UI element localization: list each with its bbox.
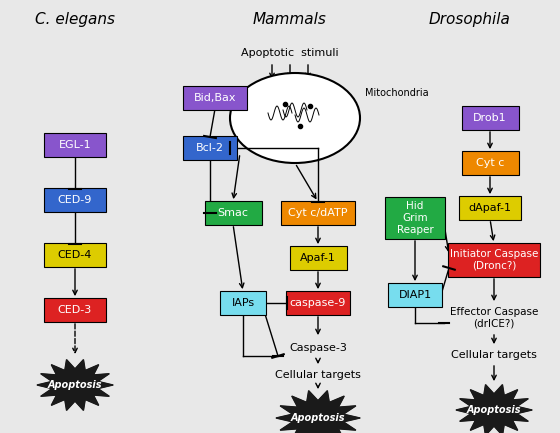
Text: Cyt c/dATP: Cyt c/dATP [288,208,348,218]
FancyBboxPatch shape [44,243,106,267]
FancyBboxPatch shape [183,86,247,110]
Text: Cellular targets: Cellular targets [451,350,537,360]
Text: EGL-1: EGL-1 [59,140,91,150]
Ellipse shape [230,73,360,163]
Text: Effector Caspase
(drICE?): Effector Caspase (drICE?) [450,307,538,329]
Text: Cyt c: Cyt c [476,158,504,168]
Text: Apaf-1: Apaf-1 [300,253,336,263]
Polygon shape [37,360,113,410]
Text: Hid
Grim
Reaper: Hid Grim Reaper [396,201,433,235]
FancyBboxPatch shape [385,197,445,239]
Text: Apoptosis: Apoptosis [466,405,521,415]
Text: Initiator Caspase
(Dronc?): Initiator Caspase (Dronc?) [450,249,538,271]
FancyBboxPatch shape [459,196,521,220]
Text: caspase-9: caspase-9 [290,298,346,308]
Text: Caspase-3: Caspase-3 [289,343,347,353]
FancyBboxPatch shape [183,136,237,160]
FancyBboxPatch shape [204,201,262,225]
FancyBboxPatch shape [290,246,347,270]
Text: DIAP1: DIAP1 [398,290,432,300]
Text: Mitochondria: Mitochondria [365,88,428,98]
Text: Apoptosis: Apoptosis [48,380,102,390]
Text: Smac: Smac [217,208,249,218]
Text: dApaf-1: dApaf-1 [469,203,511,213]
Text: IAPs: IAPs [231,298,255,308]
FancyBboxPatch shape [448,243,540,277]
Polygon shape [276,391,360,433]
Text: Apoptotic  stimuli: Apoptotic stimuli [241,48,339,58]
Text: CED-3: CED-3 [58,305,92,315]
FancyBboxPatch shape [220,291,266,315]
Text: Drob1: Drob1 [473,113,507,123]
Text: Drosophila: Drosophila [429,12,511,27]
Text: Apoptosis: Apoptosis [291,413,346,423]
Text: Mammals: Mammals [253,12,327,27]
Text: Bid,Bax: Bid,Bax [194,93,236,103]
Polygon shape [456,385,532,433]
Text: Bcl-2: Bcl-2 [196,143,224,153]
FancyBboxPatch shape [388,283,442,307]
FancyBboxPatch shape [44,188,106,212]
FancyBboxPatch shape [461,151,519,175]
Text: Cellular targets: Cellular targets [275,370,361,380]
Text: CED-9: CED-9 [58,195,92,205]
FancyBboxPatch shape [44,133,106,157]
FancyBboxPatch shape [286,291,350,315]
Text: C. elegans: C. elegans [35,12,115,27]
Text: CED-4: CED-4 [58,250,92,260]
FancyBboxPatch shape [461,106,519,130]
FancyBboxPatch shape [44,298,106,322]
FancyBboxPatch shape [281,201,355,225]
